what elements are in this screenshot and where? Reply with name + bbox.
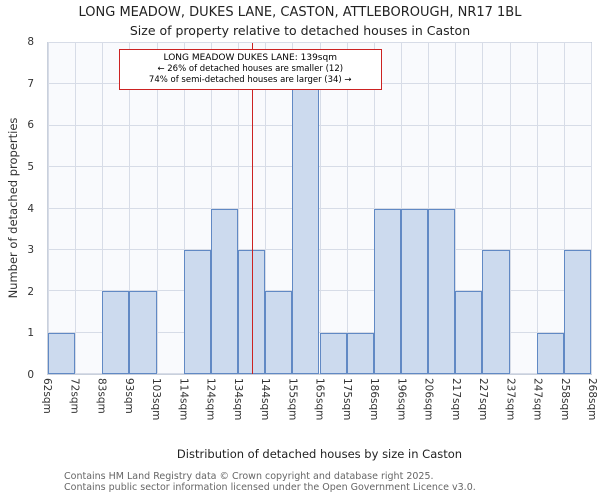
- bar-175sqm: [346, 332, 374, 374]
- x-tick-label: 124sqm: [204, 378, 217, 421]
- chart-subtitle: Size of property relative to detached ho…: [129, 23, 471, 38]
- bar-258sqm: [563, 249, 591, 374]
- plot-area: LONG MEADOW DUKES LANE: 139sqm ← 26% of …: [47, 42, 592, 375]
- bar-144sqm: [265, 291, 293, 374]
- v-gridline: [75, 43, 77, 374]
- annotation-smaller-stat: ← 26% of detached houses are smaller (12…: [157, 64, 344, 74]
- x-tick-label: 196sqm: [395, 378, 408, 421]
- y-tick-label: 4: [27, 202, 34, 215]
- bar-227sqm: [482, 249, 510, 374]
- bar-165sqm: [319, 332, 347, 374]
- x-tick-label: 206sqm: [422, 378, 435, 421]
- v-gridline: [238, 43, 240, 374]
- x-tick-label: 114sqm: [177, 378, 190, 421]
- h-gridline: [48, 290, 591, 292]
- bar-247sqm: [536, 332, 564, 374]
- x-tick-label: 268sqm: [586, 378, 598, 421]
- x-tick-label: 186sqm: [368, 378, 380, 421]
- x-tick-label: 217sqm: [449, 378, 462, 421]
- x-tick-label: 93sqm: [122, 378, 135, 414]
- y-tick-label: 2: [27, 285, 34, 298]
- x-tick-label: 103sqm: [150, 378, 162, 421]
- x-tick-label: 62sqm: [41, 378, 53, 414]
- footer-line-2: Contains public sector information licen…: [64, 481, 476, 493]
- bar-206sqm: [428, 208, 456, 374]
- v-gridline: [156, 43, 158, 374]
- x-axis-label: Distribution of detached houses by size …: [176, 447, 463, 461]
- footer-line-1: Contains HM Land Registry data © Crown c…: [64, 471, 434, 482]
- v-gridline: [265, 43, 267, 374]
- footer: Contains HM Land Registry data © Crown c…: [64, 471, 476, 493]
- property-size-marker-line: [251, 43, 254, 374]
- y-tick-label: 6: [27, 119, 34, 132]
- x-axis-ticks: 62sqm 72sqm 83sqm 93sqm 103sqm 114sqm 124sqm 13…: [41, 378, 598, 442]
- bar-217sqm: [455, 291, 483, 374]
- bar-155sqm: [292, 84, 320, 374]
- chart-title: LONG MEADOW, DUKES LANE, CASTON, ATTLEBO…: [78, 5, 522, 20]
- v-gridline: [319, 43, 321, 374]
- h-gridline: [48, 248, 591, 250]
- x-tick-label: 165sqm: [313, 378, 326, 421]
- y-tick-label: 5: [27, 160, 34, 173]
- y-tick-label: 8: [27, 36, 34, 48]
- v-gridline: [563, 43, 565, 374]
- v-gridline: [591, 43, 592, 374]
- bar-186sqm: [373, 208, 401, 374]
- bar-93sqm: [129, 291, 157, 374]
- x-tick-label: 247sqm: [531, 378, 544, 421]
- annotation-property-size: LONG MEADOW DUKES LANE: 139sqm: [163, 53, 337, 63]
- v-gridline: [48, 43, 49, 374]
- x-tick-label: 175sqm: [340, 378, 353, 421]
- v-gridline: [129, 43, 131, 374]
- v-gridline: [102, 43, 104, 374]
- v-gridline: [536, 43, 538, 374]
- h-gridline: [48, 331, 591, 333]
- x-tick-label: 258sqm: [558, 378, 571, 421]
- h-gridline: [48, 166, 591, 168]
- h-gridline: [48, 124, 591, 126]
- h-gridline: [48, 207, 591, 209]
- bar-62sqm: [48, 332, 76, 374]
- y-tick-label: 1: [27, 327, 34, 340]
- annotation-larger-stat: 74% of semi-detached houses are larger (…: [148, 75, 352, 85]
- x-tick-label: 155sqm: [286, 378, 299, 421]
- bar-83sqm: [102, 291, 130, 374]
- y-tick-label: 7: [27, 77, 34, 90]
- v-gridline: [482, 43, 484, 374]
- bar-196sqm: [400, 208, 429, 374]
- v-gridline: [346, 43, 348, 374]
- v-gridline: [183, 43, 185, 374]
- v-gridline: [455, 43, 457, 374]
- bar-114sqm: [183, 249, 211, 374]
- y-axis-ticks: 0 1 2 3 4 5 6 7 8: [0, 36, 42, 381]
- h-gridline: [48, 42, 591, 43]
- v-gridline: [509, 43, 511, 374]
- x-tick-label: 72sqm: [68, 378, 81, 414]
- x-tick-label: 134sqm: [231, 378, 244, 421]
- x-tick-label: 237sqm: [504, 378, 517, 421]
- x-tick-label: 227sqm: [477, 378, 489, 421]
- annotation-box: LONG MEADOW DUKES LANE: 139sqm ← 26% of …: [118, 49, 382, 90]
- y-tick-label: 0: [27, 369, 34, 381]
- bar-124sqm: [210, 208, 239, 374]
- bar-134sqm: [238, 249, 266, 374]
- x-tick-label: 83sqm: [95, 378, 108, 414]
- y-tick-label: 3: [27, 244, 34, 257]
- x-tick-label: 144sqm: [259, 378, 271, 421]
